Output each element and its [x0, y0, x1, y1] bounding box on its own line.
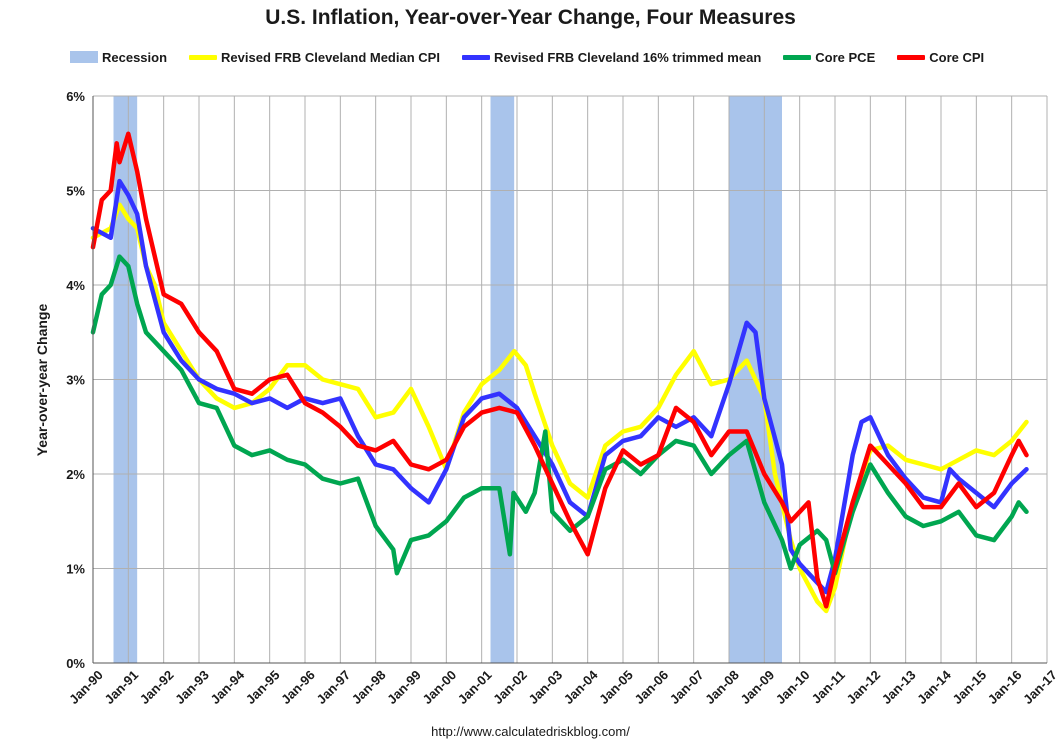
y-tick-label: 3%	[66, 373, 85, 388]
x-tick-label: Jan-11	[809, 667, 848, 706]
x-tick-label: Jan-13	[879, 667, 919, 707]
x-tick-label: Jan-06	[631, 667, 671, 707]
legend-label-median-cpi: Revised FRB Cleveland Median CPI	[221, 49, 440, 65]
legend: Recession Revised FRB Cleveland Median C…	[70, 48, 1006, 66]
axes	[92, 96, 1047, 664]
x-tick-label: Jan-98	[349, 667, 389, 707]
source-credit: http://www.calculatedriskblog.com/	[431, 724, 630, 739]
legend-item-median-cpi: Revised FRB Cleveland Median CPI	[189, 50, 440, 65]
legend-item-core-cpi: Core CPI	[897, 50, 984, 65]
legend-swatch-trimmed-mean	[461, 54, 490, 60]
legend-item-core-pce: Core PCE	[783, 50, 875, 65]
legend-label-trimmed-mean: Revised FRB Cleveland 16% trimmed mean	[493, 49, 762, 65]
series-lines	[90, 131, 1029, 614]
legend-swatch-core-pce	[783, 54, 812, 60]
legend-label-recession: Recession	[102, 49, 168, 65]
x-tick-label: Jan-92	[137, 667, 177, 707]
legend-label-core-pce: Core PCE	[815, 49, 876, 65]
series-line-3	[90, 131, 1029, 609]
y-tick-label: 4%	[66, 278, 85, 293]
series-line-0	[90, 202, 1029, 614]
x-tick-label: Jan-10	[773, 667, 813, 707]
x-tick-label: Jan-03	[525, 667, 565, 707]
legend-swatch-core-cpi	[897, 54, 926, 60]
y-tick-label: 0%	[66, 656, 85, 671]
y-axis-label: Year-over-year Change	[34, 304, 50, 457]
x-tick-label: Jan-91	[101, 667, 141, 707]
x-tick-label: Jan-02	[490, 667, 530, 707]
x-tick-label: Jan-00	[419, 667, 459, 707]
x-tick-label: Jan-14	[914, 667, 954, 707]
x-tick-label: Jan-01	[455, 667, 495, 707]
legend-swatch-median-cpi	[189, 54, 218, 60]
x-tick-label: Jan-08	[702, 667, 742, 707]
x-tick-label: Jan-16	[985, 667, 1025, 707]
x-tick-label: Jan-15	[949, 667, 989, 707]
x-tick-label: Jan-95	[243, 667, 283, 707]
y-tick-label: 6%	[66, 89, 85, 104]
chart-title: U.S. Inflation, Year-over-Year Change, F…	[265, 6, 796, 29]
legend-label-core-cpi: Core CPI	[929, 49, 985, 65]
legend-item-recession: Recession	[70, 50, 167, 65]
x-tick-label: Jan-09	[737, 667, 777, 707]
x-tick-label: Jan-07	[667, 667, 707, 707]
x-tick-label: Jan-97	[313, 667, 353, 707]
x-tick-label: Jan-90	[66, 667, 106, 707]
legend-item-trimmed-mean: Revised FRB Cleveland 16% trimmed mean	[461, 49, 762, 65]
legend-swatch-recession	[70, 51, 98, 63]
x-tick-label: Jan-93	[172, 667, 212, 707]
gridlines	[92, 95, 1048, 664]
y-tick-label: 1%	[66, 562, 85, 577]
x-tick-label: Jan-12	[843, 667, 883, 707]
y-tick-label: 5%	[66, 184, 85, 199]
x-tick-label: Jan-94	[207, 667, 247, 707]
x-tick-label: Jan-99	[384, 667, 424, 707]
x-tick-label: Jan-04	[561, 667, 601, 707]
x-tick-label: Jan-05	[596, 667, 636, 707]
x-tick-label: Jan-96	[278, 667, 318, 707]
series-line-2	[90, 254, 1029, 576]
x-tick-label: Jan-17	[1020, 667, 1060, 707]
y-tick-label: 2%	[66, 467, 85, 482]
